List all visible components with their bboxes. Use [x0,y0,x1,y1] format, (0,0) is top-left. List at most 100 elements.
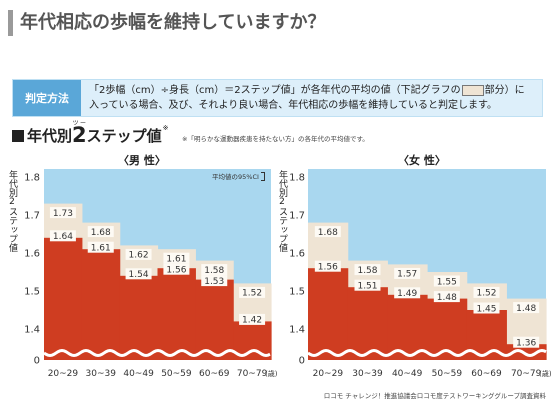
female-y-axis-title: 年代別2ステップ値 [277,170,287,252]
ci-note: 平均値の95%CI [212,171,265,181]
judgement-method-label: 判定方法 [13,80,81,116]
female-y-tick-label-4: 1.6 [289,249,305,260]
female-x-tick-label-1: 20~29 [313,369,344,379]
male-ci-upper-label-box-1 [49,207,76,219]
heading-text-end: ステップ値 [86,127,162,145]
female-x-tick-label-5: 60~69 [471,369,502,379]
female-ci-upper-label-2: 1.58 [357,266,377,276]
male-ci-upper-label-4: 1.61 [166,255,186,265]
female-x-tick-label-4: 50~59 [432,369,463,379]
female-ci-lower-label-3: 1.49 [397,289,417,299]
male-x-tick-label-2: 30~39 [86,369,117,379]
male-x-unit-label: (歳) [265,369,278,378]
male-step-chart: 1.731.681.62 1.611.581.521.641.611.54 1.56… [24,169,278,379]
female-ci-upper-label-box-1 [314,226,341,238]
male-x-tick-label-4: 50~59 [161,369,192,379]
female-ci-lower-label-4: 1.48 [437,293,457,303]
male-x-tick-label-6: 70~79 [237,369,268,379]
female-x-tick-label-2: 30~39 [352,369,383,379]
heading-number: 2ツー [72,120,87,147]
male-ci-upper-label-box-4 [163,252,190,264]
female-ci-lower-label-box-2 [354,279,381,291]
heading-number-ruby: ツー [72,120,87,127]
female-x-unit-label: (歳) [539,369,552,378]
female-ci-lower-label-1: 1.56 [318,263,338,273]
method-line-1-text: 「2歩幅（cm）÷身長（cm）＝2ステップ値」が各年代の平均の値（下記グラフの [89,85,461,96]
male-axis-break-wave [43,348,271,358]
ci-note-text: 平均値の95%CI [212,173,259,181]
male-y-tick-label-2: 1.4 [24,325,40,336]
female-ci-upper-label-6: 1.48 [516,304,536,314]
male-ci-upper-label-2: 1.68 [91,228,111,238]
section-footnote: ※「明らかな運動器疾患を持たない方」の各年代の平均値です。 [182,135,369,143]
male-y-tick-label-6: 1.8 [24,173,40,184]
male-y-axis-title: 年代別2ステップ値 [7,170,17,252]
male-ci-lower-label-4: 1.56 [166,266,186,276]
method-line-1-tail: 部分）に [484,85,525,96]
male-ci-lower-label-box-6 [239,313,266,325]
heading-text-start: 年代別 [27,127,73,145]
female-ci-lower-label-box-4 [433,291,460,303]
male-x-tick-label-5: 60~69 [199,369,230,379]
female-ci-upper-label-3: 1.57 [397,270,417,280]
heading-square-marker [12,130,24,142]
female-axis-break-wave [307,348,547,358]
male-y-tick-label-1: 0 [34,356,40,367]
female-y-tick-label-6: 1.8 [289,173,305,184]
male-lower-bar-5 [195,279,234,360]
method-line-1: 「2歩幅（cm）÷身長（cm）＝2ステップ値」が各年代の平均の値（下記グラフの 部… [89,83,534,98]
female-ci-upper-label-box-2 [354,264,381,276]
male-x-tick-label-3: 40~49 [123,369,154,379]
female-ci-lower-label-box-5 [473,302,500,314]
judgement-method-text: 「2歩幅（cm）÷身長（cm）＝2ステップ値」が各年代の平均の値（下記グラフの 部… [81,80,542,116]
female-ci-lower-label-box-6 [513,336,540,348]
female-ci-lower-label-box-1 [314,260,341,272]
female-lower-bar-1 [308,268,349,360]
male-ci-lower-label-box-2 [87,241,114,253]
male-ci-lower-label-2: 1.61 [91,244,111,254]
male-ci-lower-label-3: 1.54 [129,270,149,280]
female-ci-upper-label-box-6 [513,302,540,314]
male-x-tick-label-1: 20~29 [48,369,79,379]
male-ci-lower-label-box-1 [49,230,76,242]
source-credit: ロコモ チャレンジ！推進協議会ロコモ度テストワーキンググループ調査資料 [323,392,546,400]
male-lower-bar-3 [119,275,159,360]
female-ci-lower-label-5: 1.45 [476,304,496,314]
female-ci-upper-label-box-3 [394,267,421,279]
female-chart-title: 〈女 性〉 [398,154,446,167]
male-ci-lower-label-5: 1.53 [204,277,224,287]
ci-bracket-icon [260,171,265,181]
female-ci-upper-label-box-5 [473,286,500,298]
page-title: 年代相応の歩幅を維持していますか？ [20,12,326,33]
male-ci-lower-label-box-5 [201,275,228,287]
male-y-tick-label-4: 1.6 [24,249,40,260]
female-lower-bar-2 [347,287,388,360]
male-lower-bar-4 [157,268,196,360]
male-ci-upper-label-box-2 [87,226,114,238]
female-ci-lower-label-box-3 [394,287,421,299]
male-ci-upper-label-1: 1.73 [53,209,73,219]
male-y-tick-label-3: 1.5 [24,287,40,298]
judgement-method-box: 判定方法 「2歩幅（cm）÷身長（cm）＝2ステップ値」が各年代の平均の値（下記… [12,79,543,117]
method-line-2: 入っている場合、及び、それより良い場合、年代相応の歩幅を維持していると判定します… [89,100,497,111]
female-lower-bar-6 [506,344,547,360]
female-ci-lower-label-2: 1.51 [357,282,377,292]
female-ci-upper-label-4: 1.55 [437,277,457,287]
female-y-tick-label-1: 0 [299,356,305,367]
heading-note-mark: ※ [162,124,169,132]
female-y-tick-label-3: 1.5 [289,287,305,298]
male-ci-lower-label-box-4 [163,263,190,275]
male-ci-upper-label-3: 1.62 [129,251,149,261]
male-y-tick-label-5: 1.7 [24,211,40,222]
male-ci-lower-label-box-3 [125,268,152,280]
female-ci-upper-label-box-4 [433,275,460,287]
male-ci-upper-label-box-6 [239,286,266,298]
female-lower-bar-3 [387,294,428,360]
male-ci-lower-label-1: 1.64 [53,232,73,242]
female-step-chart: 1.68 1.58 1.57 1.55 1.52 1.48 1.56 1.51 1.49 1.48… [289,169,552,379]
male-ci-lower-label-6: 1.42 [242,316,262,326]
female-ci-lower-label-6: 1.36 [516,339,536,349]
heading-number-text: 2 [72,123,87,147]
female-y-tick-label-2: 1.4 [289,325,305,336]
male-ci-upper-label-box-5 [201,264,228,276]
